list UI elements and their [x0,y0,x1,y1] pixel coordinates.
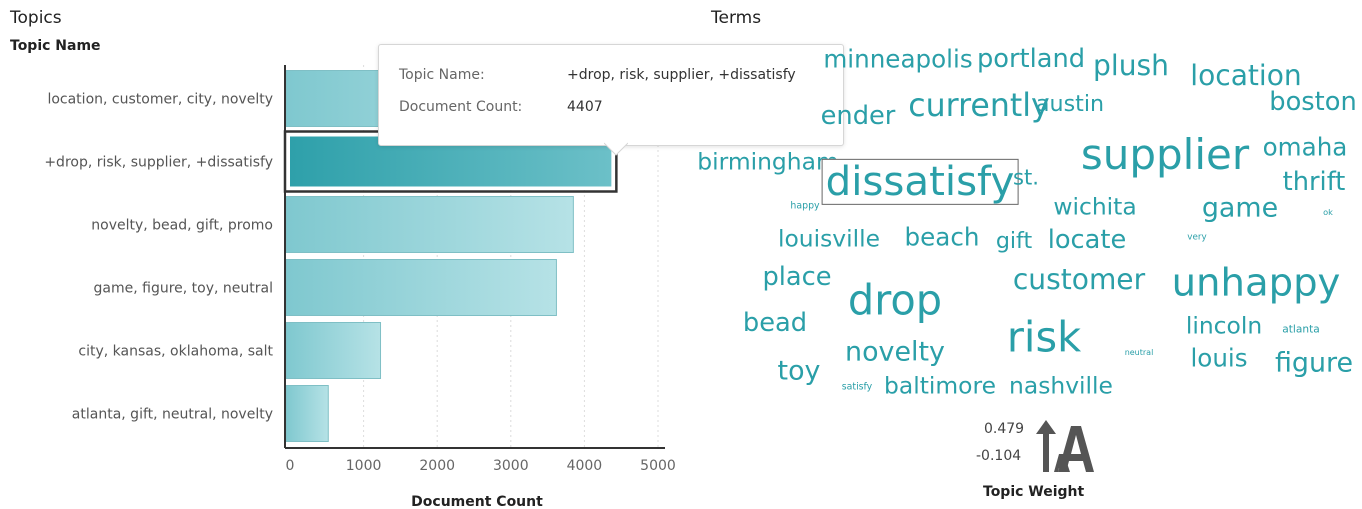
term[interactable]: figure [1274,347,1354,379]
tooltip-value: +drop, risk, supplier, +dissatisfy [567,67,796,83]
x-tick-label: 5000 [640,458,676,474]
term[interactable]: ender [820,101,896,132]
terms-panel-title: Terms [711,8,762,28]
tooltip-key: Topic Name: [399,67,485,83]
category-label: +drop, risk, supplier, +dissatisfy [44,155,273,171]
term[interactable]: austin [1035,90,1105,117]
category-label: novelty, bead, gift, promo [91,218,273,234]
font-size-arrow-icon [1036,420,1094,472]
term[interactable]: risk [1006,312,1082,362]
category-label: location, customer, city, novelty [47,92,273,108]
term[interactable]: minneapolis [823,44,973,74]
tooltip-topic-name-row: Topic Name: +drop, risk, supplier, +dissa… [399,67,796,83]
term[interactable]: very [1187,232,1207,243]
term[interactable]: nashville [1009,371,1113,400]
bar[interactable] [285,385,329,442]
bar-tooltip: Topic Name: +drop, risk, supplier, +dissa… [378,44,844,146]
topic-bar-chart: 0 1000 2000 3000 4000 5000 location, customer,… [44,65,676,509]
legend-title: Topic Weight [983,484,1085,500]
term[interactable]: happy [790,200,820,212]
category-label: city, kansas, oklahoma, salt [78,344,273,360]
term[interactable]: location [1190,58,1302,92]
term[interactable]: novelty [845,336,945,368]
topics-panel-title: Topics [10,8,62,28]
tooltip-document-count-row: Document Count: 4407 [399,99,603,115]
term[interactable]: st. [1013,164,1039,190]
tooltip-pointer [604,142,628,156]
term[interactable]: omaha [1262,132,1348,162]
term[interactable]: wichita [1053,192,1137,221]
x-tick-label: 1000 [346,458,382,474]
term[interactable]: game [1201,192,1279,224]
legend-min-value: -0.104 [976,448,1022,464]
x-tick-label: 3000 [493,458,529,474]
term[interactable]: baltimore [884,371,996,400]
category-label: atlanta, gift, neutral, novelty [72,407,273,423]
term[interactable]: birmingham [697,147,839,176]
term-selected[interactable]: dissatisfy [821,158,1019,206]
bar[interactable] [285,322,382,379]
term[interactable]: louisville [777,224,881,253]
term[interactable]: neutral [1124,348,1154,357]
term[interactable]: drop [847,275,943,325]
x-tick-label: 2000 [419,458,455,474]
term[interactable]: unhappy [1171,260,1341,306]
x-tick-label: 0 [286,458,295,474]
x-tick-label: 4000 [567,458,603,474]
tooltip-value: 4407 [567,99,603,115]
term[interactable]: beach [904,222,980,252]
tooltip-key: Document Count: [399,99,523,115]
term[interactable]: portland [976,44,1086,75]
term[interactable]: lincoln [1185,311,1263,340]
term[interactable]: currently [908,88,1050,125]
term[interactable]: ok [1323,206,1333,217]
term[interactable]: boston [1269,87,1357,118]
term[interactable]: bead [742,308,808,339]
term[interactable]: louis [1190,343,1248,373]
term[interactable]: toy [777,355,821,387]
bar[interactable] [285,259,557,316]
term[interactable]: customer [1012,262,1146,296]
legend-max-value: 0.479 [984,421,1025,437]
x-axis-title: Document Count [411,494,543,509]
topic-name-axis-header: Topic Name [10,38,101,54]
bar[interactable] [285,196,574,253]
term[interactable]: thrift [1282,167,1346,198]
term[interactable]: gift [995,227,1033,254]
term[interactable]: locate [1047,225,1127,256]
category-label: game, figure, toy, neutral [94,281,273,297]
term[interactable]: supplier [1080,130,1250,179]
term[interactable]: place [762,262,832,293]
term[interactable]: satisfy [841,381,873,393]
term[interactable]: plush [1093,48,1169,82]
term[interactable]: atlanta [1282,323,1320,336]
